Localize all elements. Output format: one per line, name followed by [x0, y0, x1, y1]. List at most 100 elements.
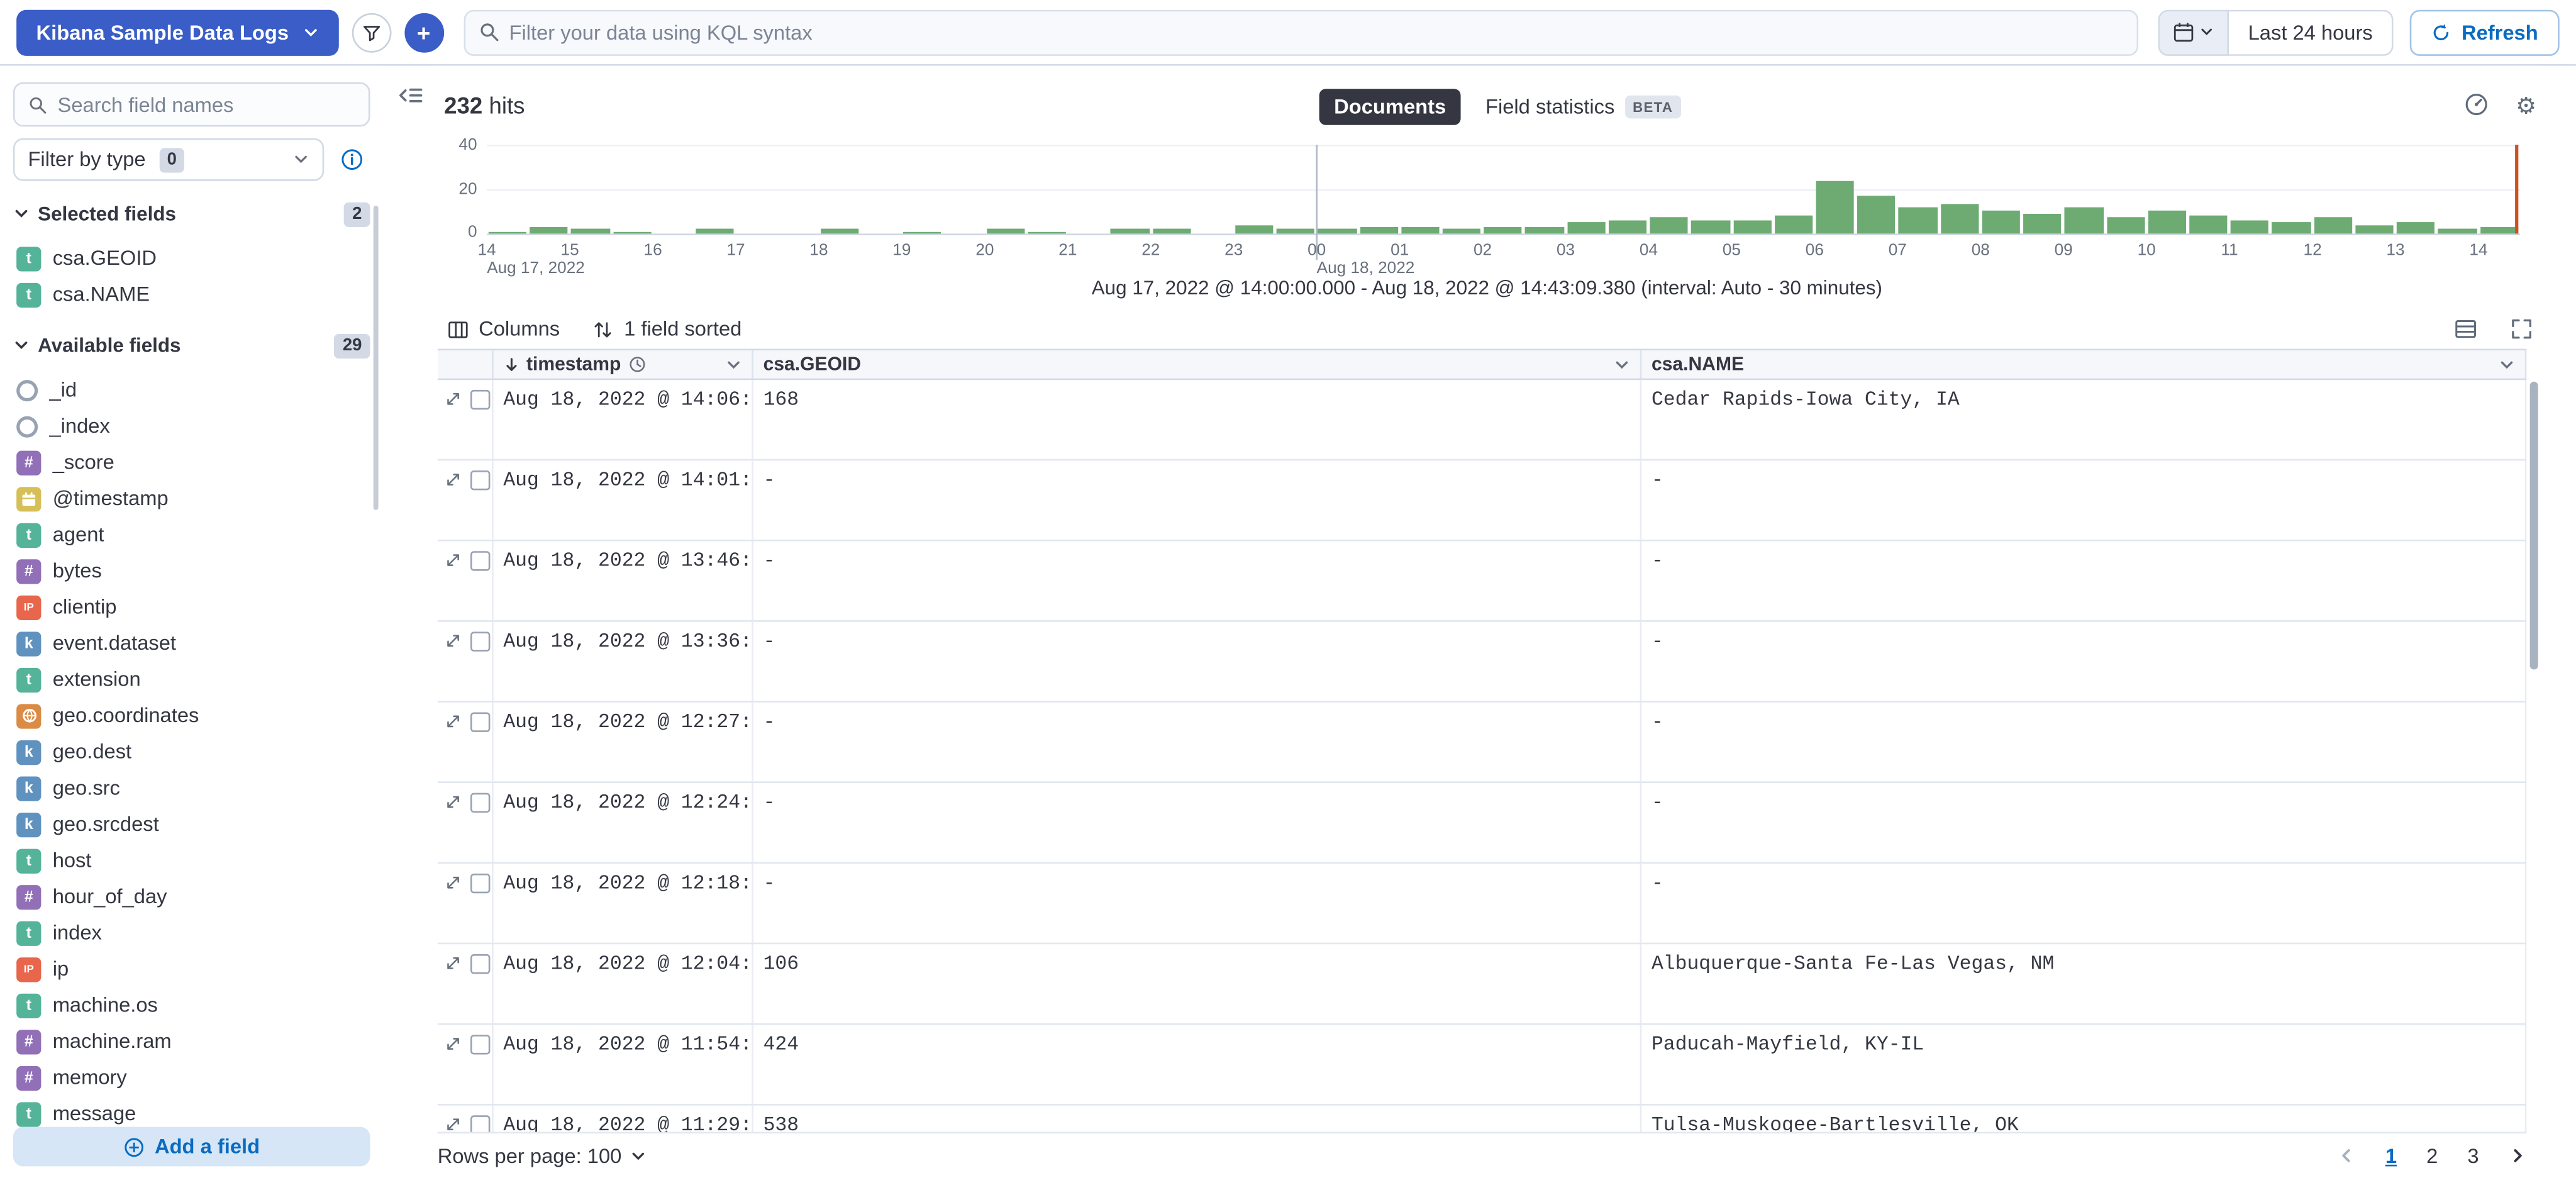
date-quick-select-button[interactable]: [2157, 9, 2229, 55]
cell-csa-geoid[interactable]: 106: [753, 944, 1642, 1023]
column-actions-chevron-icon[interactable]: [1614, 356, 1630, 372]
cell-csa-name[interactable]: -: [1641, 621, 2527, 701]
cell-csa-geoid[interactable]: -: [753, 460, 1642, 540]
tab-documents[interactable]: Documents: [1319, 89, 1461, 125]
row-checkbox[interactable]: [470, 873, 491, 894]
refresh-button[interactable]: Refresh: [2410, 9, 2560, 55]
add-filter-button[interactable]: +: [404, 12, 443, 52]
field-list-item-event.dataset[interactable]: k event.dataset: [13, 625, 370, 662]
data-view-picker-button[interactable]: Kibana Sample Data Logs: [16, 9, 338, 55]
rows-per-page-button[interactable]: Rows per page: 100: [438, 1145, 647, 1168]
field-list-item-geo.dest[interactable]: k geo.dest: [13, 734, 370, 771]
column-actions-chevron-icon[interactable]: [2499, 356, 2515, 372]
cell-timestamp[interactable]: Aug 18, 2022 @ 14:06:51.816: [494, 380, 753, 459]
cell-csa-name[interactable]: -: [1641, 864, 2527, 943]
expand-document-icon[interactable]: [444, 713, 462, 782]
tab-field-statistics[interactable]: Field statistics BETA: [1470, 89, 1696, 125]
row-checkbox[interactable]: [470, 389, 491, 410]
cell-csa-geoid[interactable]: -: [753, 541, 1642, 621]
field-list-item-ip[interactable]: IP ip: [13, 951, 370, 988]
add-field-button[interactable]: Add a field: [13, 1127, 370, 1167]
field-list-item-agent[interactable]: t agent: [13, 516, 370, 553]
field-list-item-host[interactable]: t host: [13, 842, 370, 879]
chart-options-button[interactable]: ⚙: [2516, 93, 2536, 116]
row-checkbox[interactable]: [470, 551, 491, 571]
field-list-item-geo.srcdest[interactable]: k geo.srcdest: [13, 806, 370, 843]
cell-csa-name[interactable]: -: [1641, 782, 2527, 862]
field-search-box[interactable]: [13, 82, 370, 127]
cell-csa-name[interactable]: Cedar Rapids-Iowa City, IA: [1641, 380, 2527, 459]
cell-timestamp[interactable]: Aug 18, 2022 @ 13:36:12.692: [494, 621, 753, 701]
page-button-1[interactable]: 1: [2385, 1145, 2397, 1168]
column-actions-chevron-icon[interactable]: [725, 356, 741, 372]
histogram-plot-area[interactable]: 0 20 40: [458, 136, 2520, 260]
row-checkbox[interactable]: [470, 1035, 491, 1055]
expand-document-icon[interactable]: [444, 874, 462, 943]
cell-csa-name[interactable]: -: [1641, 541, 2527, 621]
expand-document-icon[interactable]: [444, 390, 462, 459]
row-checkbox[interactable]: [470, 954, 491, 974]
sort-fields-button[interactable]: 1 field sorted: [592, 318, 741, 340]
grid-scrollbar-thumb[interactable]: [2529, 381, 2538, 670]
field-list-item-machine.ram[interactable]: # machine.ram: [13, 1023, 370, 1060]
cell-csa-name[interactable]: -: [1641, 702, 2527, 782]
field-list-item-csa.NAME[interactable]: t csa.NAME: [13, 276, 370, 313]
field-list-item-geo.src[interactable]: k geo.src: [13, 770, 370, 806]
expand-document-icon[interactable]: [444, 1035, 462, 1104]
next-page-button[interactable]: [2509, 1147, 2527, 1166]
previous-page-button[interactable]: [2338, 1147, 2356, 1166]
field-list-item-_index[interactable]: _index: [13, 408, 370, 445]
expand-document-icon[interactable]: [444, 631, 462, 701]
kql-search-input[interactable]: [509, 20, 2123, 44]
field-list-item-csa.GEOID[interactable]: t csa.GEOID: [13, 240, 370, 277]
display-density-button[interactable]: [2454, 318, 2477, 341]
fullscreen-button[interactable]: [2510, 318, 2533, 341]
field-list-item-_id[interactable]: _id: [13, 372, 370, 408]
field-list-item-clientip[interactable]: IP clientip: [13, 589, 370, 625]
sidebar-scrollbar-thumb[interactable]: [373, 205, 379, 510]
expand-document-icon[interactable]: [444, 1115, 462, 1132]
row-checkbox[interactable]: [470, 793, 491, 813]
column-header-csa-name[interactable]: csa.NAME: [1641, 350, 2527, 379]
available-fields-header[interactable]: Available fields 29: [13, 332, 370, 359]
cell-csa-geoid[interactable]: -: [753, 621, 1642, 701]
field-list-item-extension[interactable]: t extension: [13, 661, 370, 698]
field-list-item-bytes[interactable]: # bytes: [13, 553, 370, 589]
cell-timestamp[interactable]: Aug 18, 2022 @ 11:54:36.220: [494, 1025, 753, 1104]
field-types-help-button[interactable]: [334, 142, 370, 178]
row-checkbox[interactable]: [470, 1115, 491, 1133]
cell-timestamp[interactable]: Aug 18, 2022 @ 12:18:06.737: [494, 864, 753, 943]
field-list-item-index[interactable]: t index: [13, 915, 370, 951]
column-header-csa-geoid[interactable]: csa.GEOID: [753, 350, 1642, 379]
field-list-item-@timestamp[interactable]: @timestamp: [13, 481, 370, 517]
cell-csa-geoid[interactable]: 538: [753, 1105, 1642, 1133]
field-list-item-memory[interactable]: # memory: [13, 1059, 370, 1096]
cell-csa-geoid[interactable]: -: [753, 864, 1642, 943]
cell-timestamp[interactable]: Aug 18, 2022 @ 11:29:27.026: [494, 1105, 753, 1133]
field-list-item-hour_of_day[interactable]: # hour_of_day: [13, 879, 370, 915]
selected-fields-header[interactable]: Selected fields 2: [13, 201, 370, 227]
field-list-item-geo.coordinates[interactable]: geo.coordinates: [13, 698, 370, 734]
column-header-timestamp[interactable]: timestamp: [494, 350, 753, 379]
collapse-sidebar-button[interactable]: [395, 82, 425, 112]
filter-by-type-button[interactable]: Filter by type 0: [13, 138, 325, 181]
cell-timestamp[interactable]: Aug 18, 2022 @ 12:27:14.527: [494, 702, 753, 782]
cell-csa-geoid[interactable]: 168: [753, 380, 1642, 459]
cell-timestamp[interactable]: Aug 18, 2022 @ 12:04:41.998: [494, 944, 753, 1023]
page-button-2[interactable]: 2: [2426, 1145, 2438, 1168]
cell-timestamp[interactable]: Aug 18, 2022 @ 14:01:05.297: [494, 460, 753, 540]
row-checkbox[interactable]: [470, 470, 491, 491]
cell-timestamp[interactable]: Aug 18, 2022 @ 12:24:06.875: [494, 782, 753, 862]
cell-csa-name[interactable]: Paducah-Mayfield, KY-IL: [1641, 1025, 2527, 1104]
inspect-button[interactable]: [2465, 92, 2489, 116]
expand-document-icon[interactable]: [444, 954, 462, 1023]
cell-csa-name[interactable]: Albuquerque-Santa Fe-Las Vegas, NM: [1641, 944, 2527, 1023]
field-list-item-machine.os[interactable]: t machine.os: [13, 987, 370, 1023]
cell-timestamp[interactable]: Aug 18, 2022 @ 13:46:36.315: [494, 541, 753, 621]
cell-csa-name[interactable]: Tulsa-Muskogee-Bartlesville, OK: [1641, 1105, 2527, 1133]
cell-csa-geoid[interactable]: -: [753, 782, 1642, 862]
expand-document-icon[interactable]: [444, 551, 462, 620]
row-checkbox[interactable]: [470, 712, 491, 732]
page-button-3[interactable]: 3: [2467, 1145, 2479, 1168]
kql-search-bar[interactable]: [463, 9, 2138, 55]
